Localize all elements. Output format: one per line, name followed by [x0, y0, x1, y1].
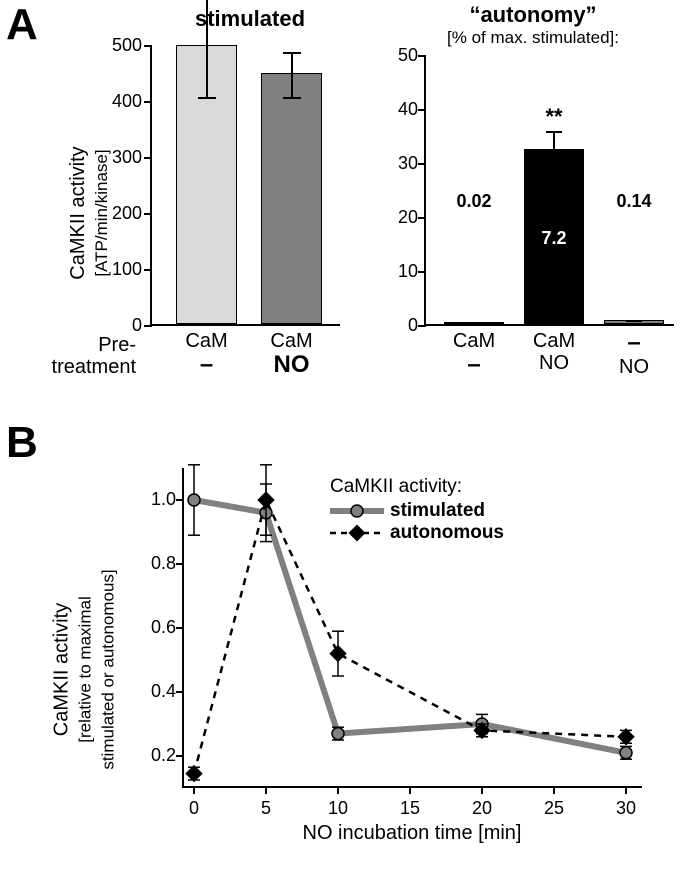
panel-b-yaxis-sub: [relative to maximal stimulated or auton…	[76, 569, 118, 769]
legend-title: CaMKII activity:	[330, 476, 504, 498]
bar-CaM_NO	[261, 73, 322, 324]
panel-a-right-title: “autonomy”	[388, 2, 678, 28]
bar-value-label: 0.02	[444, 191, 504, 212]
ytick	[144, 213, 152, 215]
ytick	[418, 217, 426, 219]
panel-b-legend: CaMKII activity: stimulated autonomous	[330, 476, 504, 544]
ytick-label: 200	[102, 203, 142, 224]
significance-marker: **	[534, 104, 574, 130]
ytick-label: 30	[386, 153, 418, 174]
xtick	[409, 786, 411, 794]
cat-label: CaM–	[434, 330, 514, 378]
ytick	[176, 627, 184, 629]
ytick	[418, 55, 426, 57]
xtick-label: 30	[606, 798, 646, 819]
xtick	[625, 786, 627, 794]
ytick	[144, 157, 152, 159]
panel-b-yaxis-label: CaMKII activity [relative to maximal sti…	[51, 505, 120, 835]
panel-a-right-chart: 010203040500.02CaM–7.2**CaMNO0.14–NO	[424, 56, 674, 326]
panel-a-left-chart: 0100200300400500CaM–CaMNO	[150, 46, 340, 326]
panel-b-label: B	[6, 418, 38, 468]
ytick-label: 0.2	[136, 745, 176, 766]
marker-stimulated	[332, 728, 344, 740]
legend-swatch-autonomous	[330, 524, 384, 542]
bar-value-label: 7.2	[524, 228, 584, 249]
marker-stimulated	[188, 494, 200, 506]
legend-label-autonomous: autonomous	[390, 522, 504, 544]
cat-label: CaM–	[167, 330, 247, 378]
ytick-label: 40	[386, 99, 418, 120]
yaxis-title-text: CaMKII activity	[67, 146, 89, 279]
errbar	[553, 132, 555, 151]
ytick-label: 400	[102, 91, 142, 112]
xtick	[553, 786, 555, 794]
errcap	[283, 97, 301, 99]
ytick-label: 50	[386, 45, 418, 66]
legend-label-stimulated: stimulated	[390, 500, 485, 522]
panel-b-xaxis-label: NO incubation time [min]	[182, 822, 642, 845]
xtick-label: 20	[462, 798, 502, 819]
legend-swatch-stimulated	[330, 502, 384, 520]
errcap	[466, 322, 482, 324]
ytick	[418, 325, 426, 327]
errbar	[206, 0, 208, 98]
xtick-label: 0	[174, 798, 214, 819]
errcap	[198, 97, 216, 99]
legend-row-autonomous: autonomous	[330, 522, 504, 544]
cat-label: CaMNO	[514, 330, 594, 374]
bar-value-label: 0.14	[604, 191, 664, 212]
xtick-label: 5	[246, 798, 286, 819]
ytick	[418, 271, 426, 273]
marker-autonomous	[618, 729, 633, 744]
ytick	[144, 101, 152, 103]
marker-autonomous	[258, 492, 273, 507]
panel-a-label: A	[6, 0, 38, 50]
xtick	[265, 786, 267, 794]
xtick	[337, 786, 339, 794]
marker-autonomous	[186, 766, 201, 781]
legend-row-stimulated: stimulated	[330, 500, 504, 522]
ytick-label: 500	[102, 35, 142, 56]
ytick-label: 10	[386, 261, 418, 282]
ytick-label: 300	[102, 147, 142, 168]
panel-b-yaxis-title: CaMKII activity	[51, 603, 73, 736]
pretreatment-label: Pre- treatment	[16, 334, 136, 378]
xtick	[193, 786, 195, 794]
ytick	[144, 269, 152, 271]
ytick	[176, 499, 184, 501]
ytick	[176, 755, 184, 757]
errcap	[283, 52, 301, 54]
ytick	[144, 325, 152, 327]
ytick	[418, 109, 426, 111]
panel-a-left-title: stimulated	[150, 6, 350, 32]
ytick-label: 0.8	[136, 553, 176, 574]
marker-autonomous	[330, 646, 345, 661]
xtick-label: 15	[390, 798, 430, 819]
marker-stimulated	[620, 747, 632, 759]
ytick	[176, 691, 184, 693]
ytick-label: 0	[386, 315, 418, 336]
panel-a-right-subtitle: [% of max. stimulated]:	[388, 28, 678, 48]
figure-root: A stimulated CaMKII activity [ATP/min/ki…	[0, 0, 693, 874]
ytick-label: 1.0	[136, 489, 176, 510]
ytick-label: 0.4	[136, 681, 176, 702]
errcap	[546, 131, 562, 133]
ytick-label: 100	[102, 259, 142, 280]
errbar	[291, 53, 293, 98]
panel-b: B CaMKII activity [relative to maximal s…	[0, 430, 693, 874]
ytick-label: 0	[102, 315, 142, 336]
ytick-label: 20	[386, 207, 418, 228]
ytick	[418, 163, 426, 165]
cat-label: CaMNO	[252, 330, 332, 378]
panel-a: A stimulated CaMKII activity [ATP/min/ki…	[0, 0, 693, 430]
xtick-label: 25	[534, 798, 574, 819]
cat-label: –NO	[594, 330, 674, 378]
ytick-label: 0.6	[136, 617, 176, 638]
ytick	[144, 45, 152, 47]
ytick	[176, 563, 184, 565]
errcap	[626, 320, 642, 322]
xtick	[481, 786, 483, 794]
xtick-label: 10	[318, 798, 358, 819]
